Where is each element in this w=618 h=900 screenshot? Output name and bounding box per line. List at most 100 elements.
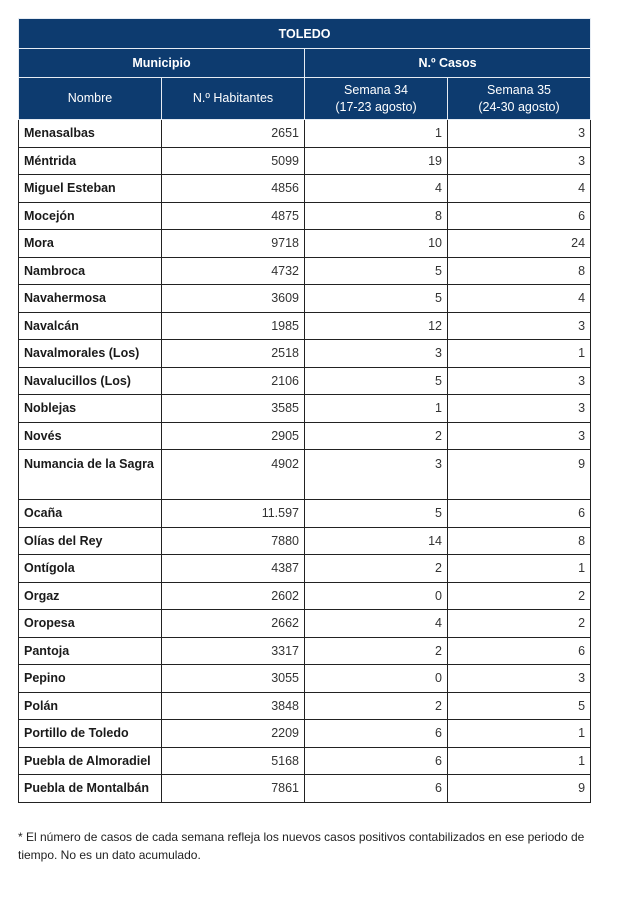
column-header-habitantes: N.º Habitantes	[161, 77, 305, 120]
cell-nombre: Numancia de la Sagra	[18, 449, 162, 500]
cell-habitantes: 7880	[161, 526, 305, 555]
cell-semana35: 1	[446, 719, 592, 748]
cell-nombre: Menasalbas	[18, 119, 162, 148]
table-row: Menasalbas 2651 1 3	[18, 119, 592, 148]
cell-habitantes: 3317	[161, 636, 305, 665]
cell-nombre: Pantoja	[18, 636, 162, 665]
cell-semana34: 5	[304, 256, 448, 285]
cell-habitantes: 2518	[161, 339, 305, 368]
cell-semana35: 24	[446, 229, 592, 258]
table-row: Puebla de Almoradiel 5168 6 1	[18, 746, 592, 775]
cell-nombre: Méntrida	[18, 146, 162, 175]
cell-semana35: 3	[446, 421, 592, 450]
cell-habitantes: 4902	[161, 449, 305, 500]
cell-semana34: 10	[304, 229, 448, 258]
cell-nombre: Mora	[18, 229, 162, 258]
cell-nombre: Miguel Esteban	[18, 174, 162, 203]
cell-semana34: 2	[304, 636, 448, 665]
cell-semana34: 1	[304, 394, 448, 423]
cell-nombre: Puebla de Montalbán	[18, 774, 162, 803]
cell-nombre: Puebla de Almoradiel	[18, 746, 162, 775]
cell-nombre: Navalucillos (Los)	[18, 366, 162, 395]
cell-semana35: 3	[446, 146, 592, 175]
cell-semana34: 4	[304, 174, 448, 203]
table-row: Portillo de Toledo 2209 6 1	[18, 719, 592, 748]
cell-habitantes: 4856	[161, 174, 305, 203]
cell-habitantes: 3055	[161, 664, 305, 693]
semana34-range: (17-23 agosto)	[335, 99, 417, 114]
cell-semana35: 6	[446, 201, 592, 230]
cell-nombre: Ontígola	[18, 554, 162, 583]
cell-nombre: Navahermosa	[18, 284, 162, 313]
cell-nombre: Navalcán	[18, 311, 162, 340]
semana35-label: Semana 35	[487, 82, 551, 97]
cell-semana34: 4	[304, 609, 448, 638]
cell-semana34: 2	[304, 554, 448, 583]
column-header-nombre: Nombre	[18, 77, 162, 120]
cell-nombre: Noblejas	[18, 394, 162, 423]
cell-semana35: 3	[446, 311, 592, 340]
table-row: Navalcán 1985 12 3	[18, 311, 592, 340]
cell-semana35: 1	[446, 746, 592, 775]
cell-semana34: 0	[304, 581, 448, 610]
cell-habitantes: 1985	[161, 311, 305, 340]
cell-habitantes: 2106	[161, 366, 305, 395]
cell-semana34: 3	[304, 339, 448, 368]
cell-habitantes: 2905	[161, 421, 305, 450]
table-row: Ontígola 4387 2 1	[18, 554, 592, 583]
table-row: Puebla de Montalbán 7861 6 9	[18, 774, 592, 803]
cell-nombre: Pepino	[18, 664, 162, 693]
cell-nombre: Navalmorales (Los)	[18, 339, 162, 368]
cell-habitantes: 3609	[161, 284, 305, 313]
cell-semana35: 1	[446, 554, 592, 583]
table-row: Pantoja 3317 2 6	[18, 636, 592, 665]
cell-semana35: 8	[446, 256, 592, 285]
cell-habitantes: 4732	[161, 256, 305, 285]
table-row: Olías del Rey 7880 14 8	[18, 526, 592, 555]
cell-nombre: Portillo de Toledo	[18, 719, 162, 748]
semana34-label: Semana 34	[344, 82, 408, 97]
table-body: Menasalbas 2651 1 3 Méntrida 5099 19 3 Miguel Es…	[18, 119, 592, 803]
cell-habitantes: 3585	[161, 394, 305, 423]
cell-semana35: 9	[446, 449, 592, 500]
footnote: * El número de casos de cada semana refl…	[18, 830, 585, 862]
table-row: Oropesa 2662 4 2	[18, 609, 592, 638]
cell-semana34: 0	[304, 664, 448, 693]
cell-nombre: Ocaña	[18, 499, 162, 528]
semana35-range: (24-30 agosto)	[478, 99, 560, 114]
cell-semana34: 14	[304, 526, 448, 555]
cell-habitantes: 2209	[161, 719, 305, 748]
cell-semana34: 8	[304, 201, 448, 230]
cell-semana35: 9	[446, 774, 592, 803]
cell-semana35: 8	[446, 526, 592, 555]
cell-nombre: Novés	[18, 421, 162, 450]
table-row: Méntrida 5099 19 3	[18, 146, 592, 175]
table-row: Mocejón 4875 8 6	[18, 201, 592, 230]
cell-habitantes: 5099	[161, 146, 305, 175]
cell-semana35: 4	[446, 174, 592, 203]
cell-semana35: 5	[446, 691, 592, 720]
cell-semana35: 3	[446, 664, 592, 693]
cell-habitantes: 3848	[161, 691, 305, 720]
table-row: Novés 2905 2 3	[18, 421, 592, 450]
column-header-semana35: Semana 35 (24-30 agosto)	[446, 77, 592, 120]
cell-semana35: 6	[446, 636, 592, 665]
cell-semana35: 2	[446, 609, 592, 638]
cell-semana35: 2	[446, 581, 592, 610]
cell-nombre: Oropesa	[18, 609, 162, 638]
cell-nombre: Olías del Rey	[18, 526, 162, 555]
table-row: Miguel Esteban 4856 4 4	[18, 174, 592, 203]
cell-habitantes: 11.597	[161, 499, 305, 528]
cell-semana34: 6	[304, 746, 448, 775]
cell-semana35: 1	[446, 339, 592, 368]
cell-semana34: 2	[304, 421, 448, 450]
table-row: Nambroca 4732 5 8	[18, 256, 592, 285]
cell-semana35: 6	[446, 499, 592, 528]
cell-nombre: Orgaz	[18, 581, 162, 610]
cell-semana35: 3	[446, 366, 592, 395]
cell-habitantes: 5168	[161, 746, 305, 775]
table-row: Polán 3848 2 5	[18, 691, 592, 720]
cell-habitantes: 2651	[161, 119, 305, 148]
cell-semana34: 19	[304, 146, 448, 175]
group-header-casos: N.º Casos	[303, 48, 592, 78]
